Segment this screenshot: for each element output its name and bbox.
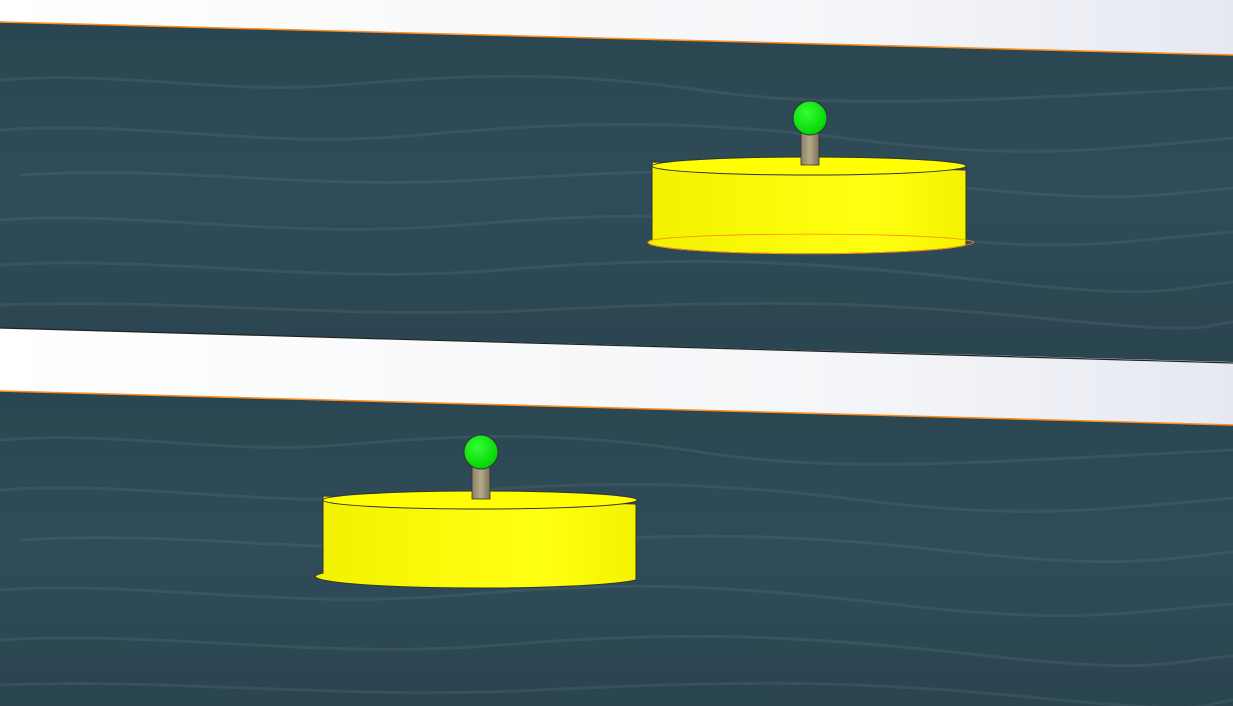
buoy-lower[interactable] xyxy=(314,434,638,589)
water-surface xyxy=(0,22,1233,362)
water-edge-bottom xyxy=(0,327,1233,364)
green-sphere-icon xyxy=(792,100,828,136)
upper-water-panel[interactable] xyxy=(0,21,1233,364)
buoy-bottom-rim xyxy=(647,239,967,255)
buoy-bottom-rim-back xyxy=(651,233,974,246)
green-sphere-icon xyxy=(463,434,499,470)
buoy-body xyxy=(647,161,967,255)
water-edge-top xyxy=(0,21,1233,56)
water-edge-top xyxy=(0,390,1233,426)
buoy-upper[interactable] xyxy=(647,100,974,255)
water-ripples xyxy=(0,435,1233,706)
buoy-body xyxy=(314,495,637,589)
